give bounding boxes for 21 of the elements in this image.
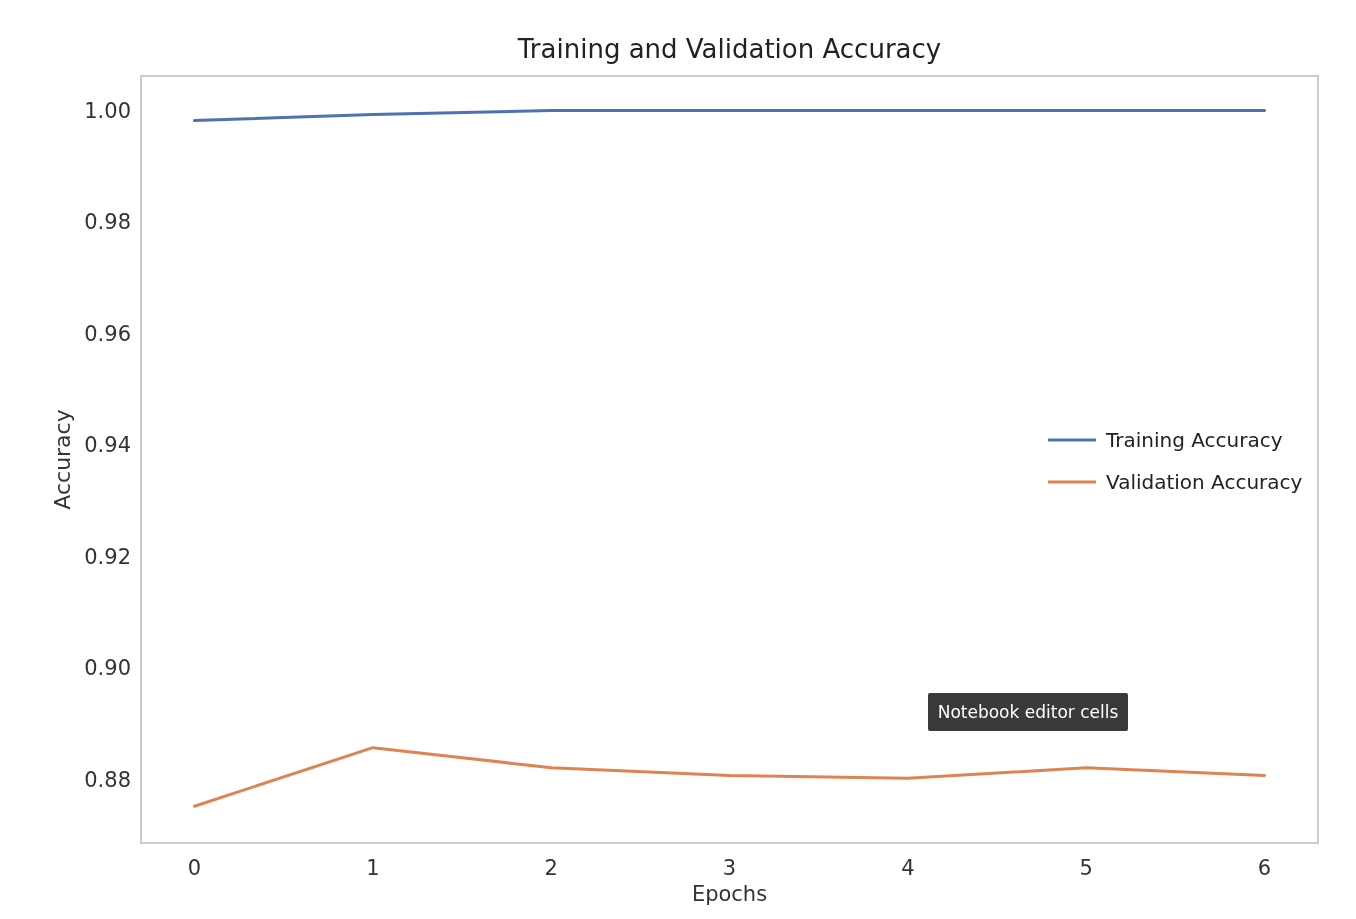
x-tick-label: 0	[187, 856, 202, 880]
y-tick-label: 0.94	[84, 433, 131, 458]
x-tick-label: 2	[544, 856, 558, 880]
y-tick-label: 0.92	[84, 544, 131, 569]
y-axis-title: Accuracy	[50, 409, 75, 510]
y-tick-label: 1.00	[84, 98, 131, 123]
x-tick-label: 3	[722, 856, 737, 880]
y-tick-label: 0.98	[84, 210, 131, 235]
legend-label: Training Accuracy	[1105, 428, 1283, 452]
legend-label: Validation Accuracy	[1106, 470, 1303, 494]
line-series	[193, 746, 1266, 808]
annotation: Notebook editor cells	[937, 701, 1119, 722]
x-axis-title: Epochs	[691, 882, 768, 906]
y-tick-label: 0.90	[84, 656, 131, 681]
y-tick-label: 0.88	[84, 767, 131, 792]
y-tick-label: 0.96	[84, 321, 131, 346]
chart-title: Training and Validation Accuracy	[516, 34, 942, 64]
x-tick-label: 1	[366, 856, 380, 880]
x-tick-label: 5	[1079, 856, 1093, 880]
x-tick-label: 4	[901, 856, 915, 880]
x-tick-label: 6	[1257, 856, 1272, 880]
